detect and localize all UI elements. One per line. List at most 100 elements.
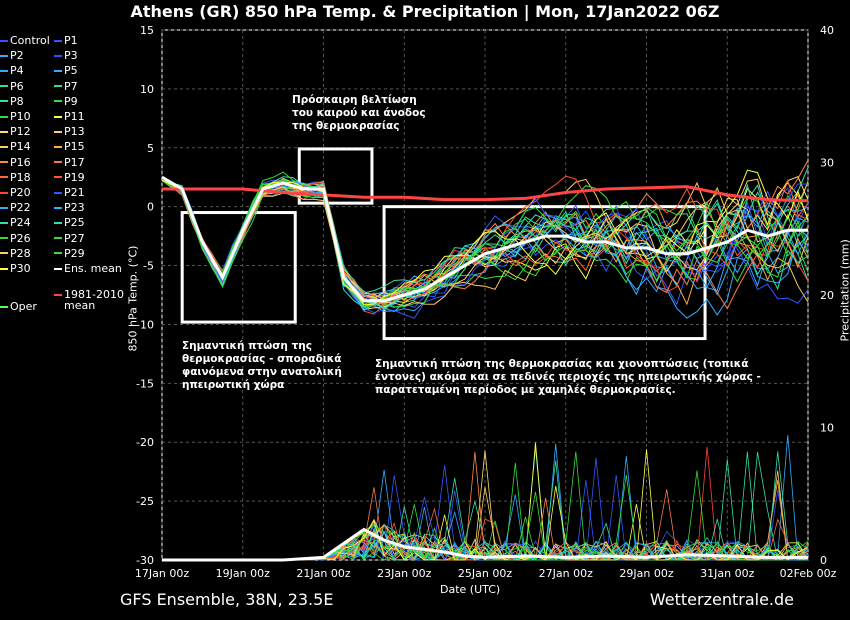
legend-swatch	[0, 85, 8, 88]
annotation-line: θερμοκρασίας - σποραδικά	[182, 353, 342, 365]
legend-swatch	[54, 100, 62, 103]
legend-swatch	[54, 54, 62, 57]
legend-item: P2	[0, 49, 24, 62]
legend-item: P21	[54, 186, 85, 199]
legend-swatch	[0, 252, 8, 255]
legend-item: P18	[0, 171, 31, 184]
legend-label: P18	[10, 170, 31, 184]
legend-item: 1981-2010	[54, 288, 124, 301]
legend-item: P20	[0, 186, 31, 199]
x-tick-label: 19Jan 00z	[216, 567, 270, 580]
legend-swatch	[54, 130, 62, 133]
annotation-temp-drop: Σημαντική πτώση της θερμοκρασίας - σποραδ…	[182, 340, 342, 392]
annotation-snowfall: Σημαντική πτώση της θερμοκρασίας και χιο…	[375, 358, 761, 397]
legend-item: P8	[0, 95, 24, 108]
legend-swatch	[54, 85, 62, 88]
legend-item: P27	[54, 232, 85, 245]
legend-item: P26	[0, 232, 31, 245]
legend-label: P2	[10, 49, 24, 63]
legend-item: P5	[54, 64, 78, 77]
legend-label: P13	[64, 125, 85, 139]
legend-item: P16	[0, 156, 31, 169]
legend-label: mean	[64, 299, 96, 312]
legend-swatch	[0, 161, 8, 164]
y-tick-label-right: 10	[820, 422, 834, 435]
footer-source: Wetterzentrale.de	[649, 590, 794, 609]
legend-label: P17	[64, 155, 85, 169]
annotation-line: του καιρού και άνοδος	[292, 107, 426, 119]
ens-mean-precip-line	[162, 527, 808, 562]
annotation-line: Πρόσκαιρη βελτίωση	[292, 94, 417, 106]
legend-swatch	[54, 221, 62, 224]
legend-swatch	[0, 130, 8, 133]
legend-item: P4	[0, 64, 24, 77]
legend-label: P10	[10, 110, 31, 123]
annotation-line: παρατεταμένη περίοδος με χαμηλές θερμοκρ…	[375, 384, 676, 396]
legend-item: P3	[54, 49, 78, 62]
x-tick-label: 21Jan 00z	[296, 567, 350, 580]
legend-label: P19	[64, 170, 85, 184]
legend-item: Control	[0, 34, 50, 47]
x-tick-label: 02Feb 00z	[780, 567, 837, 580]
chart-title: Athens (GR) 850 hPa Temp. & Precipitatio…	[130, 2, 720, 21]
annotation-box	[297, 147, 374, 205]
legend-item: mean	[64, 299, 95, 312]
footer-model: GFS Ensemble, 38N, 23.5E	[120, 590, 334, 609]
ensemble-member-temp-line	[161, 179, 809, 301]
legend-label: P27	[64, 231, 85, 245]
legend-item: P6	[0, 80, 24, 93]
legend-item: Ens. mean	[54, 262, 122, 275]
legend-label: P23	[64, 201, 85, 215]
legend-label: P22	[10, 201, 31, 215]
legend-swatch	[0, 206, 8, 209]
legend-swatch	[0, 305, 8, 308]
legend-item: P23	[54, 201, 85, 214]
legend-swatch	[0, 267, 8, 270]
y-axis-label-left: 850 hPa Temp. (°C)	[126, 245, 140, 352]
legend-swatch	[0, 176, 8, 179]
legend-label: P29	[64, 246, 85, 260]
legend-swatch	[54, 161, 62, 164]
legend-item: P24	[0, 216, 31, 229]
legend-swatch	[0, 69, 8, 72]
legend-item: P15	[54, 140, 85, 153]
legend-label: P4	[10, 64, 24, 78]
annotation-line: Σημαντική πτώση της θερμοκρασίας και χιο…	[375, 358, 749, 370]
grid	[161, 29, 809, 561]
legend-label: P6	[10, 79, 24, 93]
annotation-improvement: Πρόσκαιρη βελτίωση του καιρού και άνοδος τ…	[292, 94, 426, 133]
y-tick-label-left: -5	[143, 260, 154, 273]
annotation-line: φαινόμενα στην ανατολική	[182, 366, 342, 378]
legend-label: Oper	[10, 300, 37, 313]
legend-item: P19	[54, 171, 85, 184]
legend-label: P28	[10, 246, 31, 260]
annotation-box	[382, 205, 707, 341]
legend-swatch	[0, 191, 8, 194]
x-tick-label: 17Jan 00z	[135, 567, 189, 580]
legend-item: P29	[54, 247, 85, 260]
legend-item: P14	[0, 140, 31, 153]
y-tick-label-right: 0	[820, 554, 827, 567]
legend-label: P30	[10, 262, 31, 275]
legend-label: P16	[10, 155, 31, 169]
legend-label: Control	[10, 34, 50, 47]
legend-item: P25	[54, 216, 85, 229]
legend-swatch	[54, 145, 62, 148]
legend-label: P1	[64, 34, 78, 47]
annotation-line: ηπειρωτική χώρα	[182, 379, 285, 391]
legend-label: P8	[10, 94, 24, 108]
legend-swatch	[0, 115, 8, 118]
y-tick-label-right: 20	[820, 289, 834, 302]
legend-item: P9	[54, 95, 78, 108]
y-tick-label-left: -20	[136, 436, 154, 449]
x-tick-label: 29Jan 00z	[619, 567, 673, 580]
legend-label: P25	[64, 216, 85, 230]
y-tick-label-right: 40	[820, 24, 834, 37]
legend-swatch	[0, 237, 8, 240]
annotation-box	[180, 211, 297, 324]
legend-swatch	[0, 39, 8, 42]
y-tick-label-left: -15	[136, 377, 154, 390]
legend-label: P26	[10, 231, 31, 245]
ticks: 15 10 5 0 -5 -10 -15 -20 -25 -30 40 30 20 10 0 17Jan 00…	[135, 24, 837, 580]
